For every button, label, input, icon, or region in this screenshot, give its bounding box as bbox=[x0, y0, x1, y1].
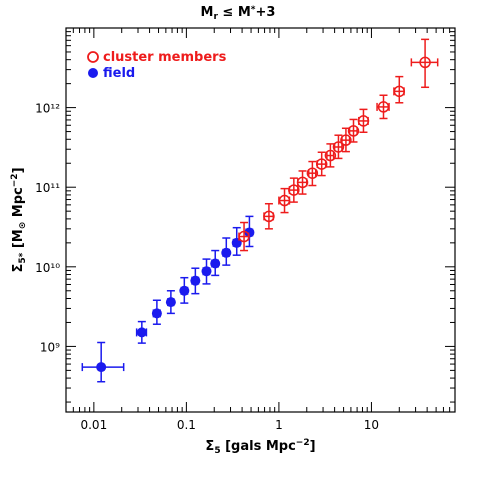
data-point-field bbox=[96, 362, 107, 373]
data-point-cluster-members bbox=[288, 184, 300, 196]
data-point-field bbox=[221, 247, 232, 258]
series-cluster-members bbox=[238, 38, 439, 252]
y-tick-label: 10¹² bbox=[35, 102, 60, 116]
data-point-field bbox=[151, 308, 162, 319]
data-point-cluster-members bbox=[315, 158, 328, 170]
data-point-cluster-members bbox=[296, 176, 309, 189]
x-tick-label: 0.01 bbox=[80, 418, 107, 432]
legend: cluster members field bbox=[87, 50, 227, 81]
legend-label-field: field bbox=[103, 66, 135, 81]
data-point-cluster-members bbox=[377, 101, 390, 113]
data-point-field bbox=[244, 227, 255, 238]
data-point-field bbox=[210, 258, 221, 269]
data-point-cluster-members bbox=[347, 125, 360, 137]
data-point-cluster-members bbox=[357, 115, 370, 127]
data-point-cluster-members bbox=[324, 149, 337, 162]
y-tick-label: 10¹¹ bbox=[35, 181, 60, 195]
data-point-field bbox=[179, 285, 190, 296]
data-point-field bbox=[190, 275, 201, 286]
data-point-field bbox=[136, 327, 147, 338]
data-point-cluster-members bbox=[340, 134, 352, 146]
data-point-field bbox=[201, 266, 212, 277]
tick-labels: 0.01 0.1 1 10 10⁹ 10¹⁰ 10¹¹ 10¹² bbox=[35, 102, 379, 432]
data-point-field bbox=[165, 297, 176, 308]
data-point-cluster-members bbox=[393, 85, 406, 98]
data-point-cluster-members bbox=[306, 167, 319, 179]
data-point-cluster-members bbox=[419, 56, 431, 69]
series-field bbox=[81, 215, 255, 383]
data-point-cluster-members bbox=[278, 194, 291, 207]
x-tick-label: 1 bbox=[275, 418, 283, 432]
y-tick-label: 10¹⁰ bbox=[35, 261, 60, 275]
legend-marker-field bbox=[88, 68, 98, 78]
data-point-cluster-members bbox=[238, 230, 250, 243]
legend-label-cluster: cluster members bbox=[103, 50, 227, 65]
y-tick-label: 10⁹ bbox=[40, 340, 60, 354]
x-tick-label: 10 bbox=[364, 418, 379, 432]
axis-ticks bbox=[65, 27, 456, 412]
data-series bbox=[81, 38, 439, 383]
y-axis-label: Σ5* [M⊙ Mpc−2] bbox=[10, 167, 28, 272]
x-tick-label: 0.1 bbox=[177, 418, 196, 432]
data-point-cluster-members bbox=[263, 210, 275, 223]
x-axis-label: Σ5 [gals Mpc−2] bbox=[205, 438, 315, 456]
data-point-cluster-members bbox=[332, 141, 345, 153]
chart-title: Mr ≤ M*+3 bbox=[201, 5, 276, 22]
plot-frame bbox=[65, 27, 456, 413]
legend-marker-cluster bbox=[87, 51, 99, 63]
